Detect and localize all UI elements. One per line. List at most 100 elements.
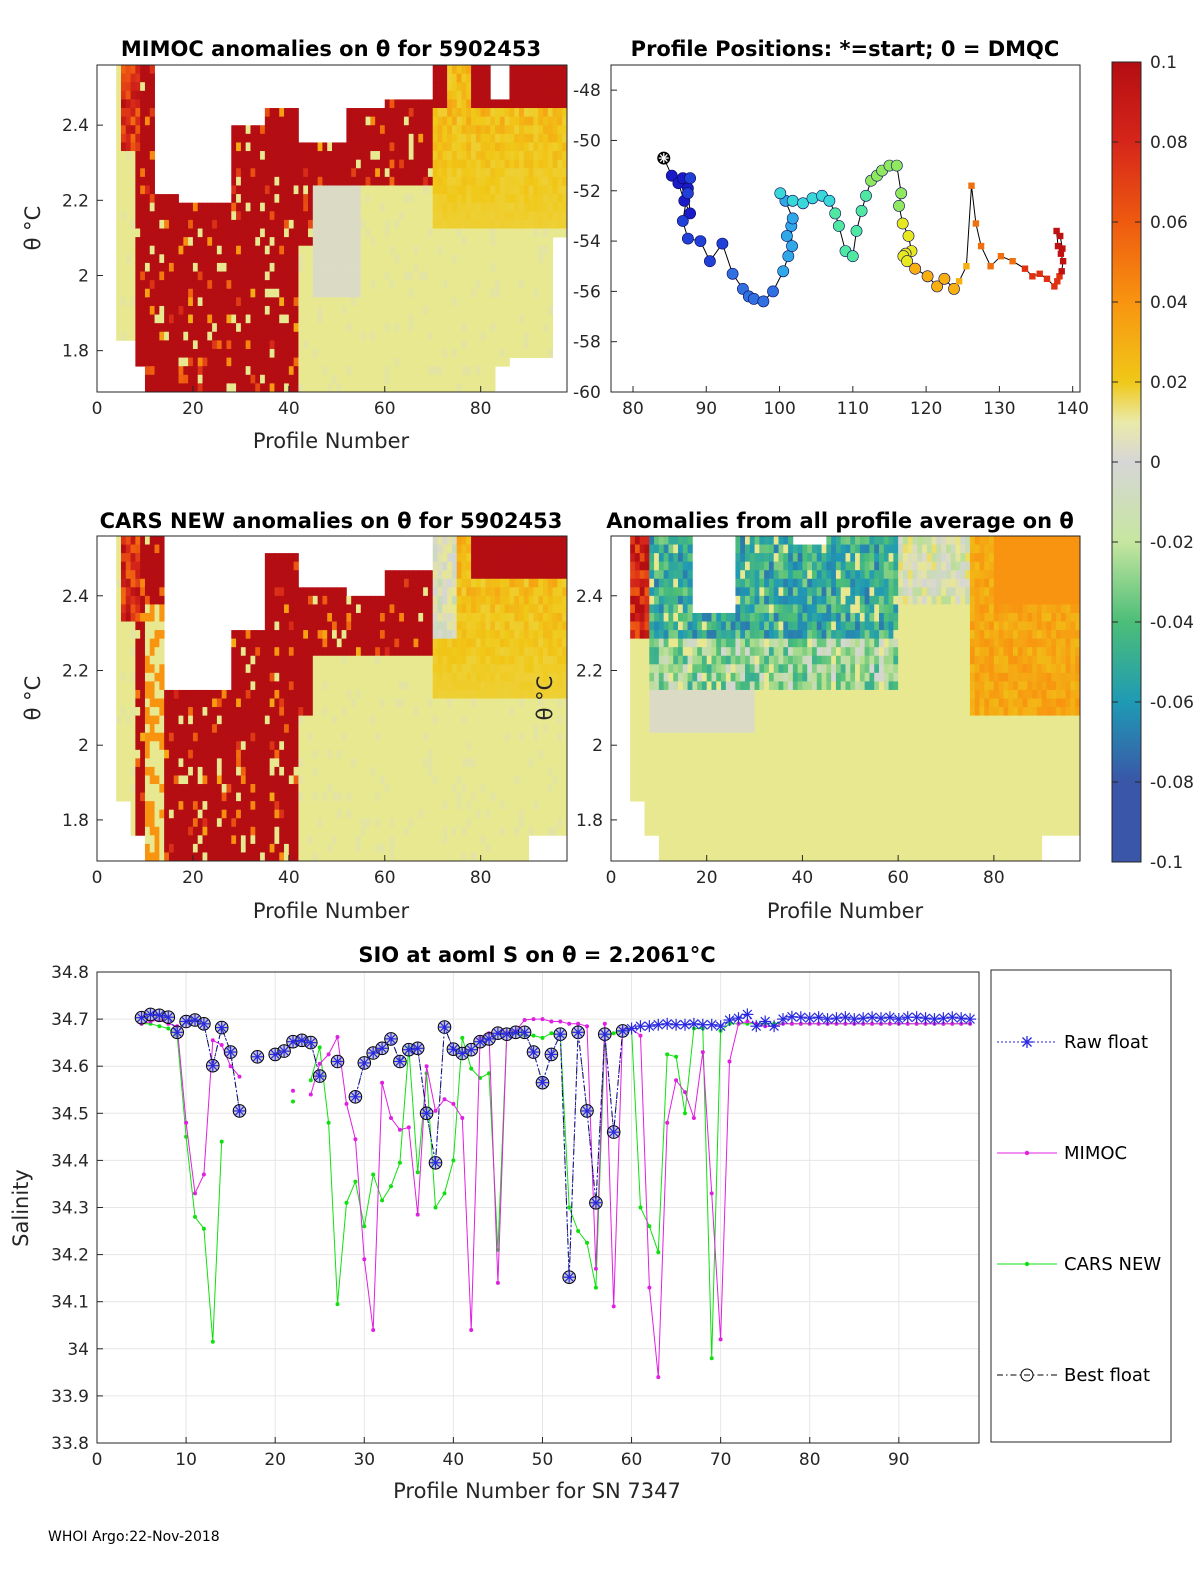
heat-cell xyxy=(260,262,266,272)
heat-cell xyxy=(298,366,304,376)
heat-cell xyxy=(269,578,275,588)
heat-cell xyxy=(547,151,554,161)
heat-cell xyxy=(557,108,563,118)
heat-cell xyxy=(322,374,328,384)
heat-cell xyxy=(322,784,328,793)
heat-cell xyxy=(355,604,362,614)
heat-cell xyxy=(130,561,136,571)
heat-cell xyxy=(245,305,251,315)
heat-cell xyxy=(308,809,314,819)
heat-cell xyxy=(192,237,199,247)
heat-cell xyxy=(384,724,390,734)
heat-cell xyxy=(164,228,170,238)
heat-cell xyxy=(125,219,131,229)
heat-cell xyxy=(346,724,352,734)
heat-cell xyxy=(135,707,141,716)
heat-cell xyxy=(140,672,146,682)
heat-cell xyxy=(423,638,429,648)
heat-cell xyxy=(547,271,554,281)
heat-cell xyxy=(236,271,242,281)
heat-cell xyxy=(288,672,295,682)
heat-cell xyxy=(183,383,189,393)
heat-cell xyxy=(403,835,410,845)
heat-cell xyxy=(379,323,386,333)
heat-cell xyxy=(312,784,319,793)
heat-cell xyxy=(499,142,506,152)
heat-cell xyxy=(154,604,160,614)
heat-cell xyxy=(408,707,414,716)
heat-cell xyxy=(188,749,194,759)
heat-cell xyxy=(327,801,333,811)
heat-cell xyxy=(202,254,208,264)
heat-cell xyxy=(538,262,544,272)
heat-cell xyxy=(226,818,232,828)
heat-cell xyxy=(341,604,347,614)
heat-cell xyxy=(432,133,438,143)
heat-cell xyxy=(327,366,333,376)
heat-cell xyxy=(418,758,424,768)
heat-cell xyxy=(236,237,242,247)
heat-cell xyxy=(116,707,122,716)
heat-cell xyxy=(370,749,376,759)
heat-cell xyxy=(116,73,122,83)
heat-cell xyxy=(370,818,376,828)
heat-cell xyxy=(120,288,127,298)
heat-cell xyxy=(360,664,366,674)
heat-cell xyxy=(514,142,520,152)
heat-cell xyxy=(202,809,208,819)
heat-cell xyxy=(154,595,160,605)
heat-cell xyxy=(312,142,319,152)
heat-cell xyxy=(456,331,462,341)
heat-cell xyxy=(365,612,371,622)
heat-cell xyxy=(533,159,539,169)
heat-cell xyxy=(298,331,304,341)
heat-cell xyxy=(332,612,338,622)
heat-cell xyxy=(466,90,472,100)
heat-cell xyxy=(341,151,347,161)
heat-cell xyxy=(384,801,390,811)
heat-cell xyxy=(231,749,237,759)
heat-cell xyxy=(461,142,467,152)
heat-cell xyxy=(226,314,232,324)
heat-cell xyxy=(308,211,314,221)
heat-cell xyxy=(351,305,357,315)
heat-cell xyxy=(509,151,515,161)
heat-cell xyxy=(279,775,285,785)
heat-cell xyxy=(317,366,323,376)
heat-cell xyxy=(394,835,400,845)
heat-cell xyxy=(255,305,261,315)
heat-cell xyxy=(346,323,352,333)
heat-cell xyxy=(557,73,563,83)
heat-cell xyxy=(332,672,338,682)
heat-cell xyxy=(293,664,299,674)
heat-cell xyxy=(120,280,127,290)
heat-cell xyxy=(250,133,256,143)
heat-cell xyxy=(120,630,127,640)
heat-cell xyxy=(255,374,261,384)
heat-cell xyxy=(485,90,491,100)
heat-cell xyxy=(255,707,261,716)
heat-cell xyxy=(336,202,342,212)
heat-cell xyxy=(360,374,366,384)
heat-cell xyxy=(221,305,227,315)
heat-cell xyxy=(245,732,251,742)
heat-cell xyxy=(303,647,309,657)
heat-cell xyxy=(370,698,376,708)
heat-cell xyxy=(250,305,256,315)
heat-cell xyxy=(135,741,141,751)
heat-cell xyxy=(250,835,256,845)
heat-cell xyxy=(231,801,237,811)
heat-cell xyxy=(341,698,347,708)
heat-cell xyxy=(379,681,386,691)
heat-cell xyxy=(394,604,400,614)
heat-cell xyxy=(288,809,295,819)
heat-cell xyxy=(284,672,290,682)
heat-cell xyxy=(149,271,155,281)
heat-cell xyxy=(399,254,405,264)
position-point xyxy=(909,262,921,275)
heat-cell xyxy=(202,689,208,699)
heat-cell xyxy=(284,766,290,776)
heat-cell xyxy=(461,185,467,195)
heat-cell xyxy=(365,775,371,785)
heat-cell xyxy=(379,194,386,204)
